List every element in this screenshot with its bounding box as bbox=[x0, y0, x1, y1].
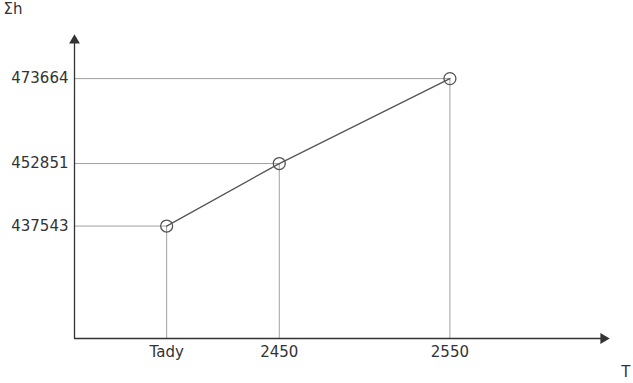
svg-text:Tady: Tady bbox=[149, 343, 184, 361]
svg-text:2450: 2450 bbox=[260, 343, 298, 361]
svg-text:T: T bbox=[620, 363, 631, 381]
svg-text:2550: 2550 bbox=[431, 343, 469, 361]
svg-text:Σh: Σh bbox=[4, 0, 23, 18]
svg-text:437543: 437543 bbox=[11, 217, 68, 235]
svg-text:452851: 452851 bbox=[11, 154, 68, 172]
svg-text:473664: 473664 bbox=[11, 69, 68, 87]
